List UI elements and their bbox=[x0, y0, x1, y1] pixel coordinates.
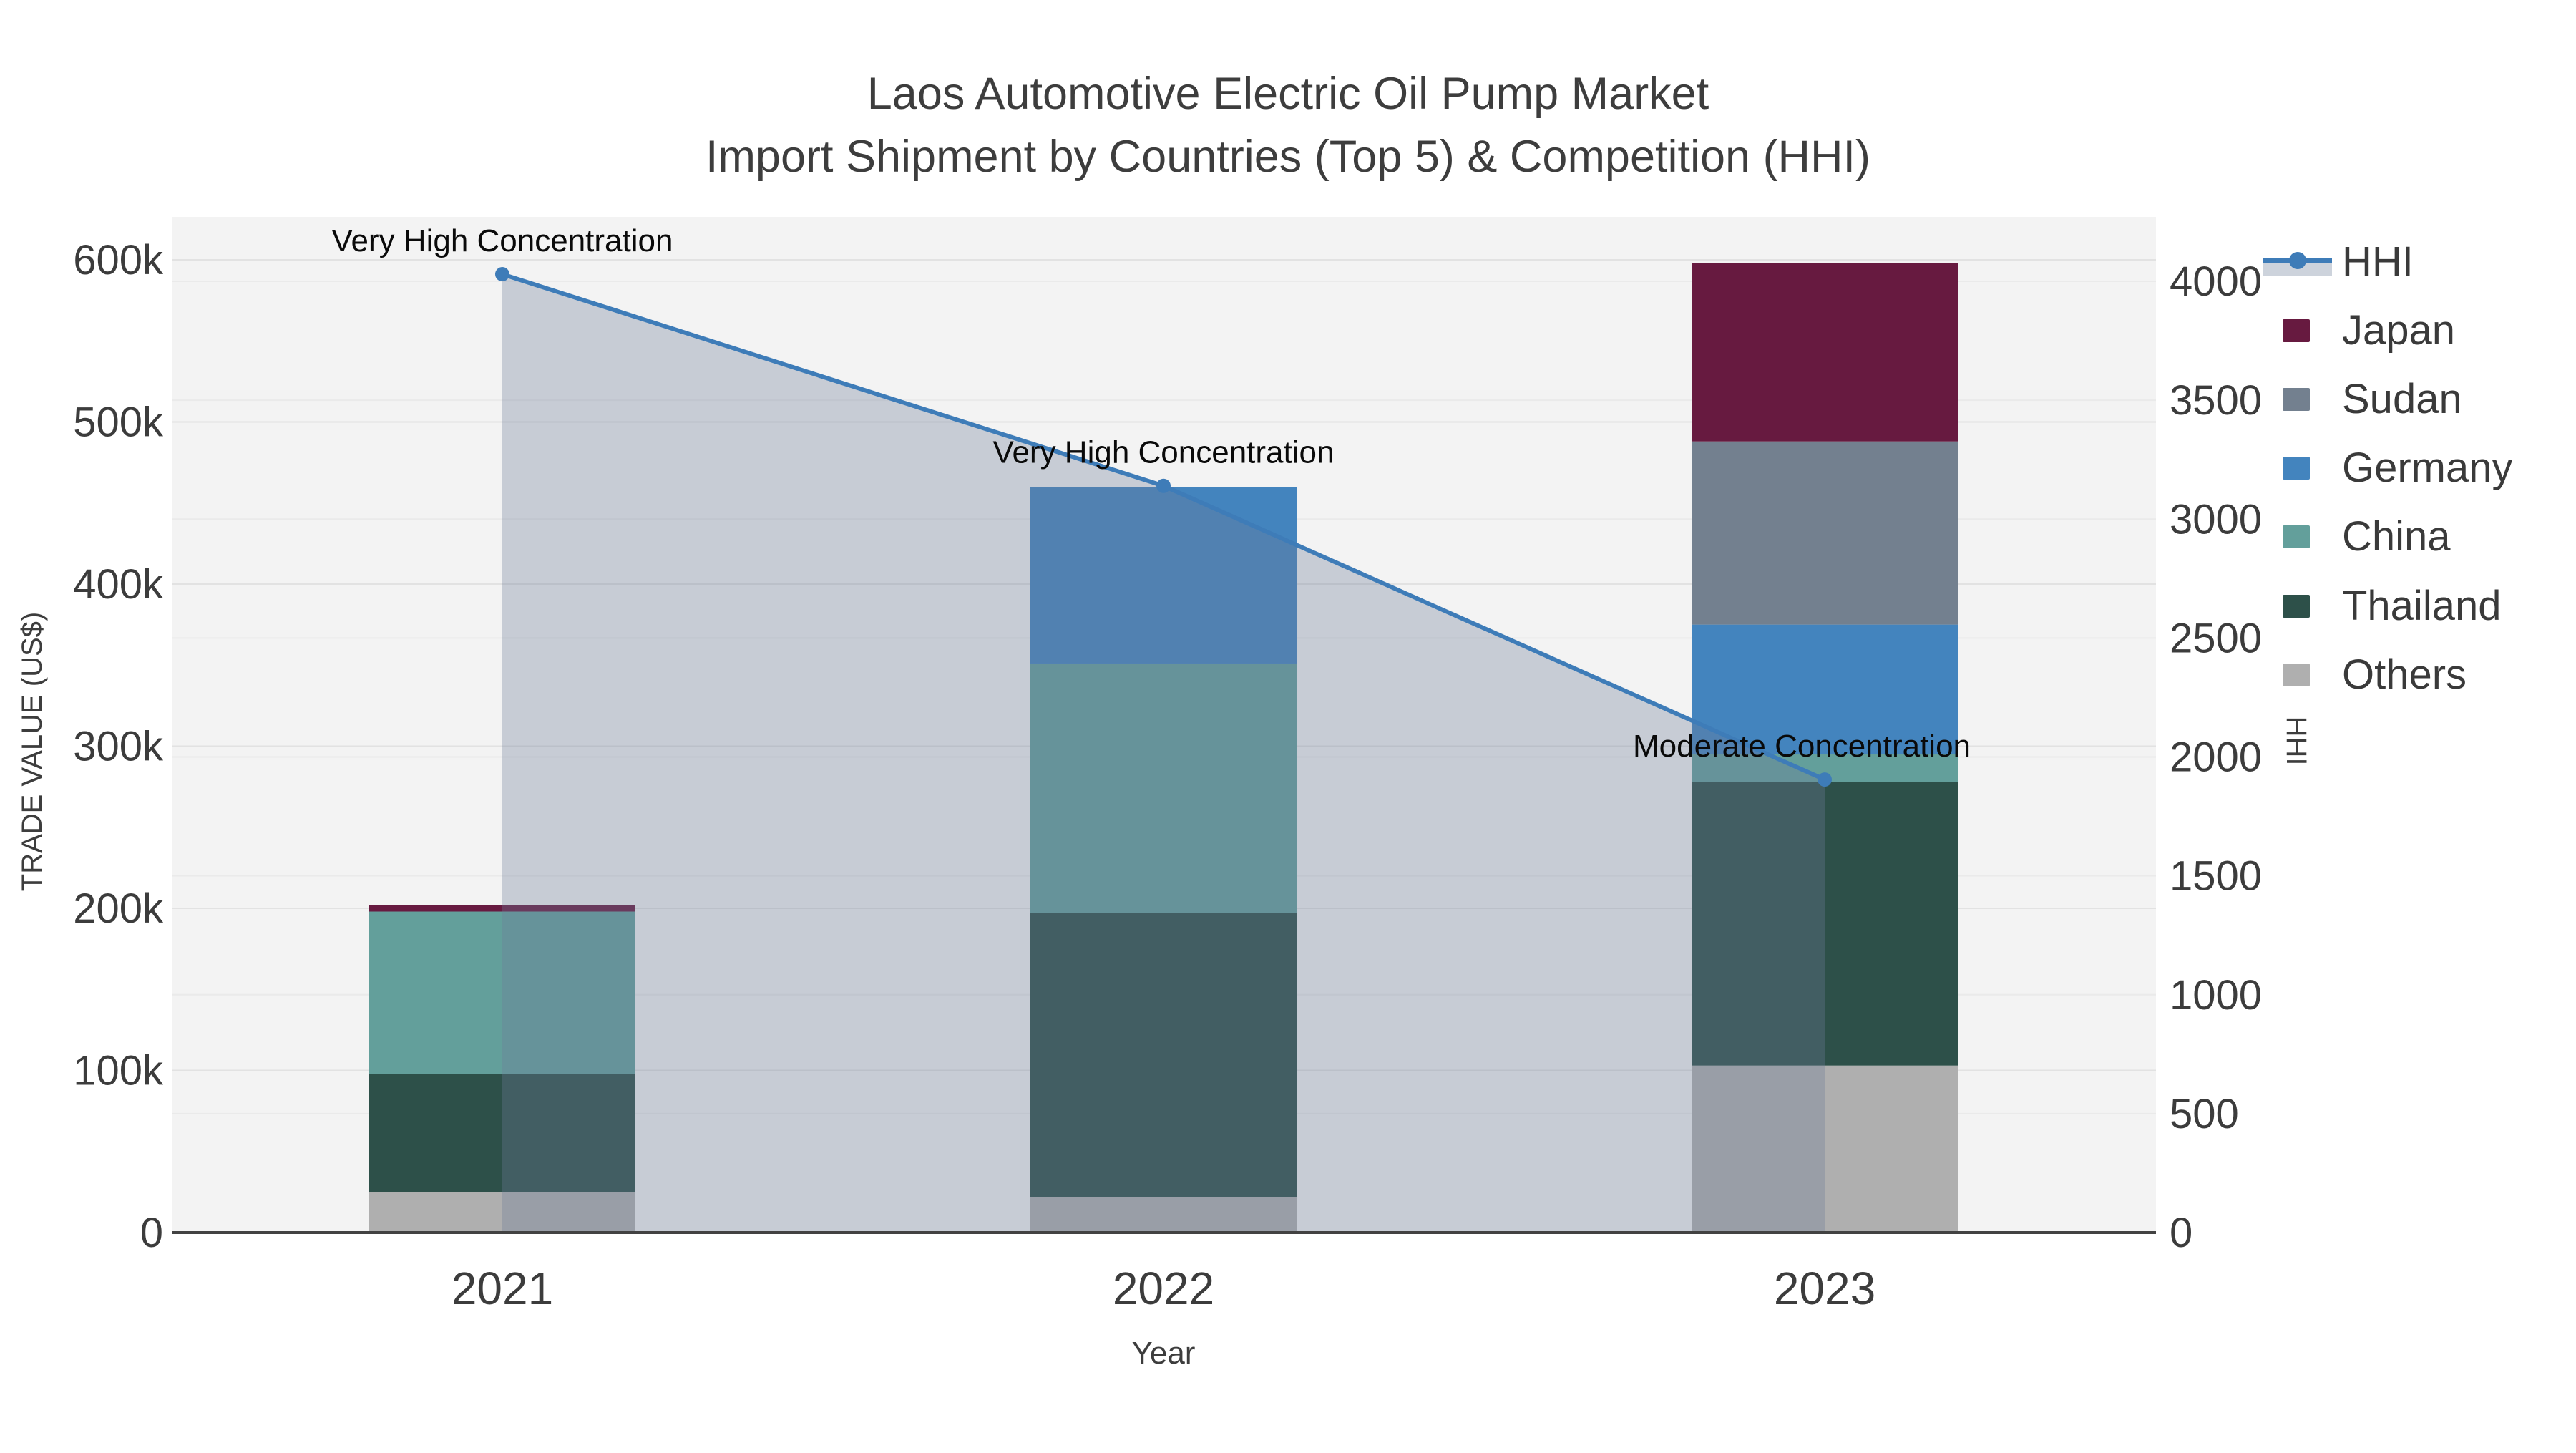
chart-title-line1: Laos Automotive Electric Oil Pump Market bbox=[867, 69, 1709, 119]
hhi-marker-2021[interactable] bbox=[495, 267, 509, 282]
y-left-tick-400k: 400k bbox=[73, 561, 164, 608]
bar-segment-2021-others[interactable] bbox=[369, 1192, 635, 1233]
legend-item-others[interactable]: Others bbox=[2283, 651, 2467, 698]
bar-segment-2021-japan[interactable] bbox=[369, 905, 635, 912]
hhi-trace-layer bbox=[495, 267, 1832, 1233]
bars-layer bbox=[369, 263, 1958, 1233]
legend-item-thailand[interactable]: Thailand bbox=[2283, 583, 2501, 629]
y-axis-left-title: TRADE VALUE (US$) bbox=[16, 612, 48, 891]
x-tick-2023: 2023 bbox=[1774, 1263, 1875, 1314]
y-right-tick-1500: 1500 bbox=[2170, 853, 2262, 900]
bar-segment-2022-thailand[interactable] bbox=[1030, 913, 1297, 1197]
legend: HHI Japan Sudan Germany China Thailand Others bbox=[2263, 238, 2513, 698]
annotation-2022: Very High Concentration bbox=[993, 435, 1335, 470]
y-left-tick-500k: 500k bbox=[73, 399, 164, 446]
bar-segment-2022-others[interactable] bbox=[1030, 1197, 1297, 1233]
legend-swatch-germany bbox=[2283, 457, 2310, 480]
legend-item-germany[interactable]: Germany bbox=[2283, 444, 2513, 491]
legend-item-hhi[interactable]: HHI bbox=[2263, 238, 2414, 285]
legend-label-germany: Germany bbox=[2342, 444, 2513, 491]
bar-segment-2021-china[interactable] bbox=[369, 911, 635, 1074]
hhi-marker-2022[interactable] bbox=[1156, 478, 1171, 493]
bar-segment-2021-thailand[interactable] bbox=[369, 1074, 635, 1192]
legend-swatch-sudan bbox=[2283, 388, 2310, 411]
annotation-2021: Very High Concentration bbox=[332, 223, 673, 258]
legend-label-hhi: HHI bbox=[2342, 238, 2414, 285]
x-tick-2022: 2022 bbox=[1113, 1263, 1214, 1314]
y-left-tick-200k: 200k bbox=[73, 885, 164, 932]
tick-labels-layer: 0 100k 200k 300k 400k 500k 600k 0 500 1000 1500 200… bbox=[73, 237, 2262, 1314]
bar-segment-2023-japan[interactable] bbox=[1692, 263, 1958, 442]
legend-item-japan[interactable]: Japan bbox=[2283, 307, 2455, 354]
legend-label-thailand: Thailand bbox=[2342, 583, 2501, 629]
legend-swatch-others bbox=[2283, 664, 2310, 686]
bar-segment-2022-germany[interactable] bbox=[1030, 487, 1297, 664]
y-right-tick-2500: 2500 bbox=[2170, 615, 2262, 661]
legend-label-others: Others bbox=[2342, 651, 2467, 698]
y-right-tick-3500: 3500 bbox=[2170, 377, 2262, 424]
hhi-area-fill bbox=[502, 274, 1825, 1233]
legend-item-china[interactable]: China bbox=[2283, 513, 2451, 560]
y-right-tick-2000: 2000 bbox=[2170, 734, 2262, 781]
y-left-tick-100k: 100k bbox=[73, 1048, 164, 1094]
bar-segment-2023-germany[interactable] bbox=[1692, 624, 1958, 754]
x-axis-title: Year bbox=[1132, 1336, 1196, 1371]
hhi-marker-2023[interactable] bbox=[1818, 772, 1832, 787]
annotations-layer: Very High Concentration Very High Concent… bbox=[332, 223, 1971, 764]
y-right-tick-4000: 4000 bbox=[2170, 258, 2262, 305]
y-left-tick-600k: 600k bbox=[73, 237, 164, 283]
legend-item-sudan[interactable]: Sudan bbox=[2283, 376, 2462, 422]
y-left-tick-300k: 300k bbox=[73, 724, 164, 770]
annotation-2023: Moderate Concentration bbox=[1633, 729, 1971, 764]
legend-label-japan: Japan bbox=[2342, 307, 2455, 354]
bar-segment-2023-thailand[interactable] bbox=[1692, 782, 1958, 1066]
y-axis-right-title: HHI bbox=[2280, 716, 2312, 766]
bar-segment-2023-others[interactable] bbox=[1692, 1065, 1958, 1233]
legend-swatch-china bbox=[2283, 525, 2310, 548]
y-right-tick-1000: 1000 bbox=[2170, 972, 2262, 1019]
x-tick-2021: 2021 bbox=[452, 1263, 553, 1314]
y-right-tick-500: 500 bbox=[2170, 1091, 2239, 1137]
legend-label-sudan: Sudan bbox=[2342, 376, 2462, 422]
bar-segment-2022-china[interactable] bbox=[1030, 663, 1297, 913]
chart-title-line2: Import Shipment by Countries (Top 5) & C… bbox=[706, 132, 1870, 182]
y-right-tick-0: 0 bbox=[2170, 1210, 2192, 1256]
legend-swatch-japan bbox=[2283, 319, 2310, 342]
y-left-tick-0: 0 bbox=[140, 1210, 163, 1256]
legend-swatch-thailand bbox=[2283, 595, 2310, 618]
y-right-tick-3000: 3000 bbox=[2170, 496, 2262, 543]
legend-swatch-hhi-marker bbox=[2289, 252, 2306, 269]
bar-segment-2023-sudan[interactable] bbox=[1692, 441, 1958, 625]
legend-label-china: China bbox=[2342, 513, 2451, 560]
